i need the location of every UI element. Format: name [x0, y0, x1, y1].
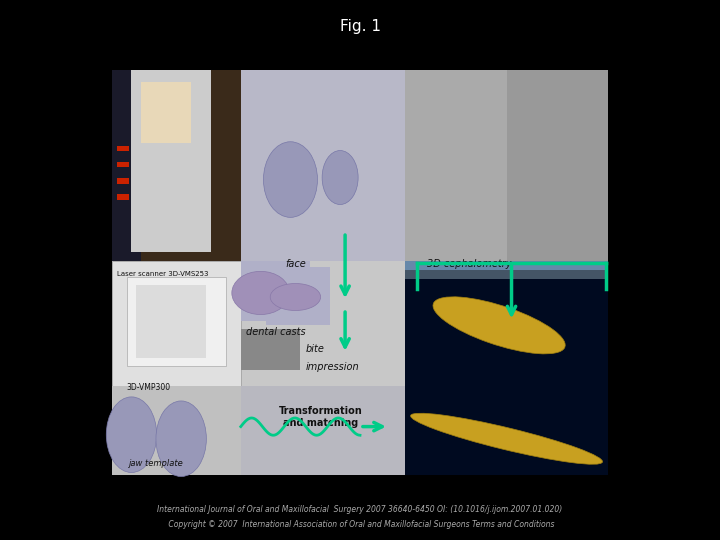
FancyBboxPatch shape: [127, 276, 226, 366]
FancyBboxPatch shape: [112, 260, 240, 386]
Text: Copyright © 2007  International Association of Oral and Maxillofacial Surgeons T: Copyright © 2007 International Associati…: [166, 520, 554, 529]
FancyBboxPatch shape: [240, 329, 300, 370]
FancyBboxPatch shape: [112, 386, 240, 475]
Ellipse shape: [322, 151, 358, 205]
FancyBboxPatch shape: [405, 386, 608, 475]
FancyBboxPatch shape: [507, 70, 608, 260]
FancyBboxPatch shape: [112, 70, 608, 475]
Ellipse shape: [232, 271, 289, 314]
Text: Laser scanner 3D-VMS253: Laser scanner 3D-VMS253: [117, 271, 208, 276]
FancyBboxPatch shape: [405, 70, 507, 260]
FancyBboxPatch shape: [240, 386, 405, 475]
Text: 3D cephalometry: 3D cephalometry: [427, 259, 511, 268]
Ellipse shape: [264, 141, 318, 217]
FancyBboxPatch shape: [132, 70, 211, 200]
Text: face: face: [285, 259, 306, 268]
Ellipse shape: [433, 297, 565, 354]
Text: Transformation
and matching: Transformation and matching: [279, 406, 362, 428]
FancyBboxPatch shape: [405, 260, 608, 271]
FancyBboxPatch shape: [117, 162, 129, 167]
FancyBboxPatch shape: [405, 270, 608, 279]
FancyBboxPatch shape: [240, 260, 310, 321]
Text: Fig. 1: Fig. 1: [340, 19, 380, 34]
Ellipse shape: [410, 413, 603, 464]
FancyBboxPatch shape: [112, 70, 141, 260]
FancyBboxPatch shape: [117, 145, 129, 151]
Text: 3D-VMP300: 3D-VMP300: [127, 383, 171, 392]
Text: bite: bite: [305, 343, 324, 354]
Text: jaw template: jaw template: [129, 459, 184, 468]
Ellipse shape: [156, 401, 207, 477]
FancyBboxPatch shape: [117, 178, 129, 184]
FancyBboxPatch shape: [405, 260, 608, 386]
Ellipse shape: [107, 397, 157, 472]
FancyBboxPatch shape: [266, 267, 330, 325]
Text: International Journal of Oral and Maxillofacial  Surgery 2007 36640-6450 OI: (10: International Journal of Oral and Maxill…: [158, 505, 562, 514]
FancyBboxPatch shape: [141, 82, 191, 143]
FancyBboxPatch shape: [132, 70, 211, 252]
FancyBboxPatch shape: [137, 285, 206, 358]
FancyBboxPatch shape: [240, 70, 405, 260]
Text: impression: impression: [305, 362, 359, 372]
FancyBboxPatch shape: [112, 70, 240, 260]
Ellipse shape: [270, 284, 320, 310]
Text: dental casts: dental casts: [246, 327, 305, 338]
FancyBboxPatch shape: [117, 194, 129, 200]
